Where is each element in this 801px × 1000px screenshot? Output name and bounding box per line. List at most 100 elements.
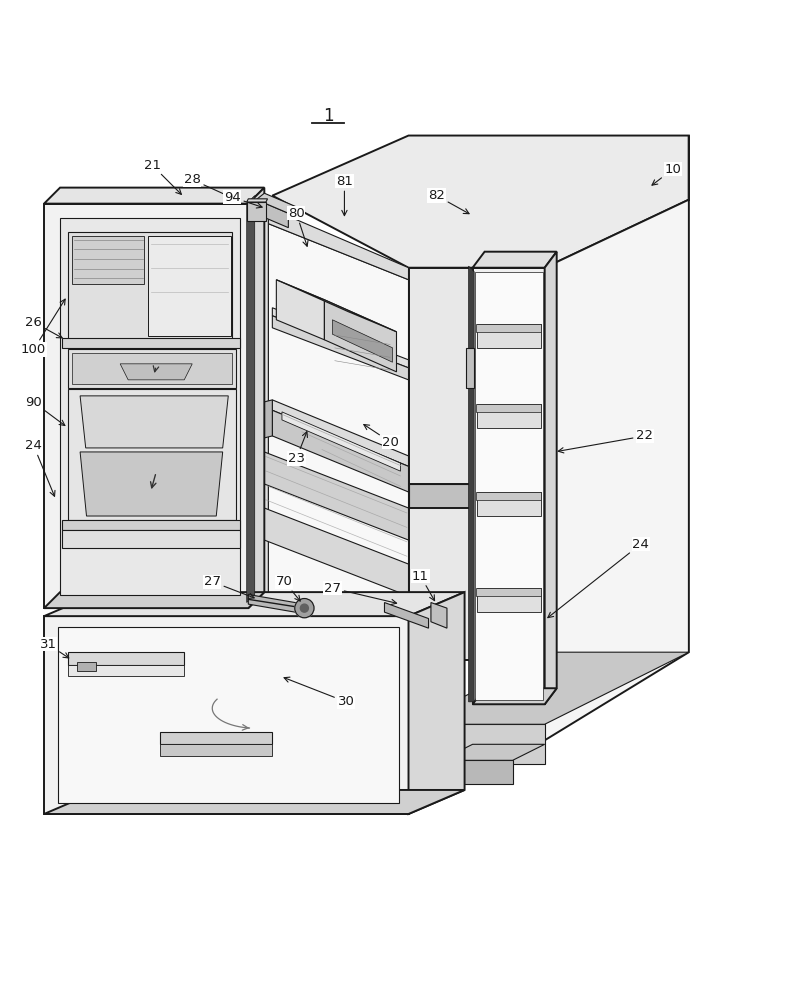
Text: 90: 90 — [26, 396, 65, 426]
Polygon shape — [256, 193, 296, 213]
Text: 11: 11 — [412, 570, 435, 601]
Polygon shape — [44, 592, 264, 608]
Text: 27: 27 — [324, 582, 396, 605]
Text: 30: 30 — [284, 677, 355, 708]
Polygon shape — [276, 280, 324, 340]
Text: 100: 100 — [21, 299, 65, 356]
Polygon shape — [62, 530, 240, 548]
Polygon shape — [476, 404, 541, 412]
Polygon shape — [248, 595, 304, 614]
Polygon shape — [44, 616, 409, 814]
Polygon shape — [160, 732, 272, 744]
Polygon shape — [247, 202, 266, 221]
Polygon shape — [409, 592, 465, 814]
Polygon shape — [324, 300, 396, 372]
Circle shape — [300, 604, 308, 612]
Polygon shape — [120, 364, 192, 380]
Polygon shape — [545, 252, 557, 704]
Polygon shape — [469, 266, 474, 702]
Text: 94: 94 — [224, 191, 262, 208]
Polygon shape — [272, 308, 409, 368]
Polygon shape — [473, 268, 545, 704]
Polygon shape — [475, 272, 543, 700]
Text: 24: 24 — [548, 538, 650, 618]
Text: 24: 24 — [25, 439, 55, 496]
Polygon shape — [252, 500, 264, 540]
Polygon shape — [62, 338, 240, 348]
Polygon shape — [332, 320, 392, 362]
Text: 22: 22 — [558, 429, 654, 453]
Polygon shape — [276, 280, 396, 332]
Polygon shape — [44, 790, 465, 814]
Circle shape — [295, 599, 314, 618]
Polygon shape — [68, 232, 232, 340]
Polygon shape — [80, 396, 228, 448]
Polygon shape — [441, 760, 513, 784]
Polygon shape — [247, 199, 268, 202]
Text: 70: 70 — [276, 575, 300, 601]
Polygon shape — [268, 208, 409, 280]
Polygon shape — [272, 400, 409, 466]
Polygon shape — [473, 252, 557, 268]
Polygon shape — [409, 268, 545, 484]
Polygon shape — [268, 224, 409, 664]
Polygon shape — [384, 603, 429, 628]
Polygon shape — [68, 389, 236, 520]
Polygon shape — [272, 136, 689, 268]
Polygon shape — [264, 452, 409, 540]
Polygon shape — [62, 520, 240, 530]
Polygon shape — [476, 492, 541, 500]
Polygon shape — [441, 744, 545, 760]
Polygon shape — [476, 324, 541, 332]
Polygon shape — [431, 603, 447, 628]
Polygon shape — [60, 218, 240, 595]
Polygon shape — [409, 652, 689, 724]
Polygon shape — [256, 400, 272, 440]
Polygon shape — [68, 665, 184, 676]
Polygon shape — [256, 208, 268, 628]
Polygon shape — [58, 627, 399, 803]
Polygon shape — [477, 588, 541, 612]
Polygon shape — [272, 316, 409, 380]
Text: 80: 80 — [288, 207, 308, 246]
Text: 82: 82 — [428, 189, 469, 214]
Polygon shape — [256, 200, 288, 228]
Polygon shape — [477, 324, 541, 348]
Text: 20: 20 — [364, 425, 400, 449]
Polygon shape — [72, 236, 144, 284]
Polygon shape — [44, 188, 264, 204]
Polygon shape — [545, 136, 689, 740]
Polygon shape — [247, 196, 255, 603]
Polygon shape — [477, 492, 541, 516]
Polygon shape — [80, 452, 223, 516]
Polygon shape — [44, 592, 465, 616]
Polygon shape — [466, 348, 474, 388]
Polygon shape — [248, 188, 264, 608]
Text: 27: 27 — [203, 575, 254, 598]
Text: 31: 31 — [39, 638, 69, 658]
Polygon shape — [72, 353, 232, 384]
Polygon shape — [77, 662, 96, 671]
Polygon shape — [268, 608, 409, 676]
Polygon shape — [160, 744, 272, 756]
Text: 10: 10 — [652, 163, 682, 185]
Polygon shape — [68, 652, 184, 665]
Polygon shape — [473, 688, 557, 704]
Text: 21: 21 — [143, 159, 181, 194]
Text: 23: 23 — [288, 432, 308, 465]
Polygon shape — [148, 236, 231, 336]
Text: 1: 1 — [323, 107, 334, 125]
Text: 81: 81 — [336, 175, 353, 216]
Polygon shape — [282, 412, 400, 471]
Polygon shape — [264, 508, 409, 596]
Polygon shape — [477, 404, 541, 428]
Polygon shape — [252, 444, 264, 484]
Polygon shape — [476, 588, 541, 596]
Polygon shape — [272, 410, 409, 492]
Polygon shape — [68, 349, 236, 388]
Polygon shape — [409, 484, 545, 508]
Polygon shape — [409, 724, 545, 764]
Polygon shape — [44, 204, 248, 608]
Text: 28: 28 — [183, 173, 232, 198]
Text: 26: 26 — [25, 316, 62, 338]
